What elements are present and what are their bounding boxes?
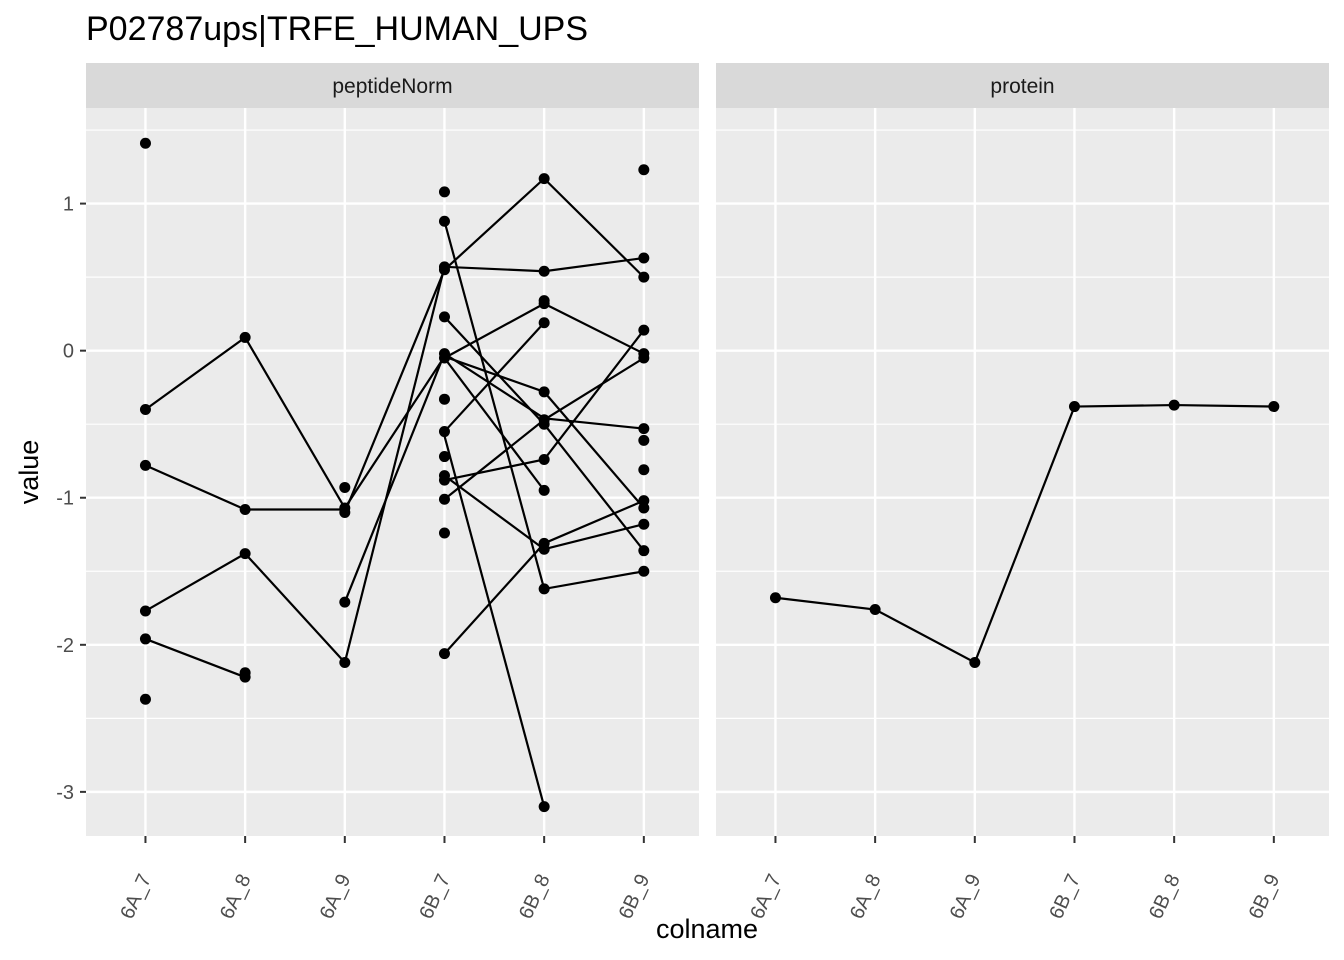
series-line xyxy=(343,177,645,513)
data-point xyxy=(638,164,650,176)
data-point xyxy=(438,311,450,323)
data-point xyxy=(538,484,550,496)
x-tick-label: 6A_9 xyxy=(946,871,986,923)
y-tick-label: 1 xyxy=(63,194,74,216)
x-tick-label: 6A_9 xyxy=(316,871,356,923)
data-point xyxy=(638,434,650,446)
x-tick-label: 6A_7 xyxy=(116,871,156,923)
data-point xyxy=(638,502,650,514)
data-point xyxy=(438,186,450,198)
y-tick-label: -1 xyxy=(56,488,74,510)
series-line xyxy=(343,256,644,663)
y-tick-label: -3 xyxy=(56,782,74,804)
data-point xyxy=(538,173,550,185)
data-point xyxy=(538,583,550,595)
data-point xyxy=(538,543,550,555)
y-tick-label: -2 xyxy=(56,635,74,657)
data-point xyxy=(339,481,351,493)
data-point xyxy=(1068,401,1080,413)
data-point xyxy=(638,271,650,283)
series-line xyxy=(443,357,546,492)
x-tick-label: 6A_8 xyxy=(846,871,886,923)
data-point xyxy=(139,693,151,705)
y-tick-label: 0 xyxy=(63,341,74,363)
data-point xyxy=(638,464,650,476)
x-tick-label: 6B_8 xyxy=(515,871,555,923)
data-point xyxy=(538,265,550,277)
data-point xyxy=(139,605,151,617)
data-point xyxy=(239,331,251,343)
data-point xyxy=(239,671,251,683)
data-point xyxy=(869,604,881,616)
data-point xyxy=(1268,401,1280,413)
data-point xyxy=(438,648,450,660)
data-point xyxy=(538,801,550,813)
x-tick-label: 6A_7 xyxy=(746,871,786,923)
data-point xyxy=(239,548,251,560)
series-line xyxy=(145,637,246,679)
x-tick-label: 6B_7 xyxy=(1045,871,1085,923)
data-point xyxy=(538,298,550,310)
data-point xyxy=(438,527,450,539)
data-point xyxy=(438,426,450,438)
data-point xyxy=(638,565,650,577)
data-point xyxy=(638,252,650,264)
data-point xyxy=(438,493,450,505)
facet-panel-protein: protein 6A_7 6A_8 6A_9 6B_7 6B_8 6B_9 xyxy=(716,63,1329,922)
data-point xyxy=(438,451,450,463)
data-point xyxy=(538,453,550,465)
x-tick-label: 6A_8 xyxy=(216,871,256,923)
series-line xyxy=(443,321,545,433)
data-point xyxy=(139,403,151,415)
series-line xyxy=(343,351,644,603)
data-point xyxy=(638,518,650,530)
data-point xyxy=(139,459,151,471)
data-point xyxy=(438,215,450,227)
data-point xyxy=(339,596,351,608)
data-point xyxy=(438,393,450,405)
data-point xyxy=(638,352,650,364)
facet-strip-label: protein xyxy=(990,75,1054,98)
chart-title: P02787ups|TRFE_HUMAN_UPS xyxy=(86,10,588,48)
facet-strip-label: peptideNorm xyxy=(332,75,452,98)
data-point xyxy=(438,352,450,364)
data-point xyxy=(969,656,981,668)
facet-panel-peptideNorm: peptideNorm 6A_7 6A_8 6A_9 6B_7 6B_8 6B_9 xyxy=(86,63,699,922)
x-tick-label: 6B_9 xyxy=(615,871,655,923)
series-line xyxy=(775,403,1274,665)
data-point xyxy=(139,633,151,645)
panel-background xyxy=(716,108,1329,836)
data-point xyxy=(538,418,550,430)
y-axis-label: value xyxy=(14,440,44,505)
data-point xyxy=(339,506,351,518)
series-line xyxy=(443,435,546,807)
data-point xyxy=(139,137,151,149)
data-point xyxy=(638,423,650,435)
x-axis-label: colname xyxy=(656,914,758,944)
series-line xyxy=(144,335,645,511)
data-point xyxy=(1168,399,1180,411)
data-point xyxy=(339,656,351,668)
x-tick-label: 6B_8 xyxy=(1145,871,1185,923)
data-point xyxy=(769,592,781,604)
facet-strip xyxy=(716,63,1329,108)
data-point xyxy=(438,264,450,276)
data-point xyxy=(538,386,550,398)
data-point xyxy=(239,504,251,516)
y-axis: 1 0 -1 -2 -3 xyxy=(56,194,86,804)
data-point xyxy=(438,474,450,486)
x-tick-label: 6B_9 xyxy=(1245,871,1285,923)
data-point xyxy=(638,324,650,336)
x-tick-label: 6B_7 xyxy=(415,871,455,923)
facet-strip xyxy=(86,63,699,108)
data-point xyxy=(638,545,650,557)
data-point xyxy=(538,317,550,329)
